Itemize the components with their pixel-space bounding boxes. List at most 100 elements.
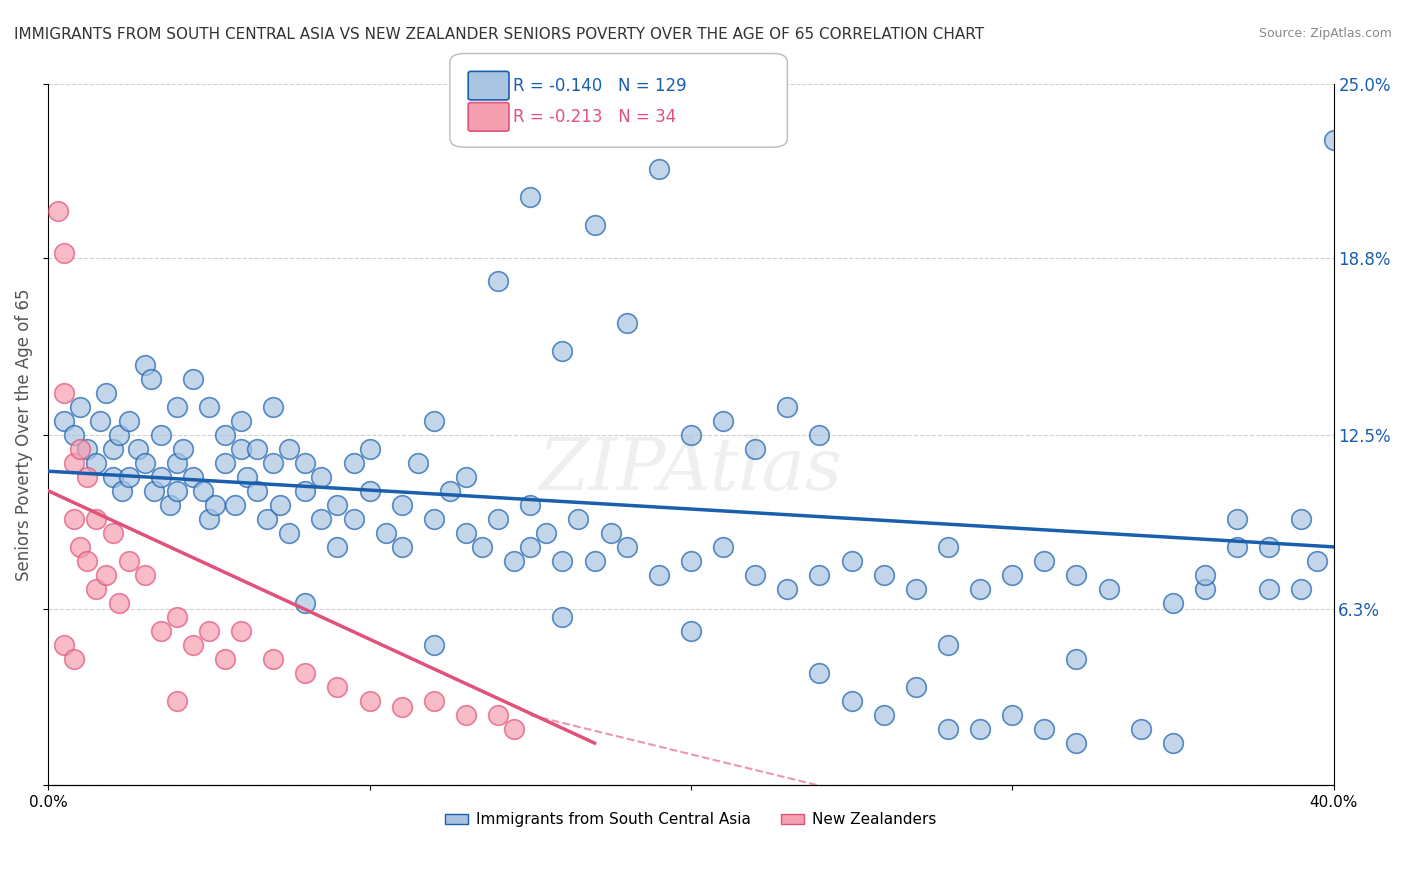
Immigrants from South Central Asia [236,470,259,484]
Immigrants from South Central Asia [1097,582,1119,596]
Immigrants from South Central Asia [616,540,638,554]
Immigrants from South Central Asia [229,414,252,428]
Immigrants from South Central Asia [1033,722,1056,736]
Immigrants from South Central Asia [246,483,269,498]
Immigrants from South Central Asia [1306,554,1329,568]
Immigrants from South Central Asia [278,442,301,456]
Immigrants from South Central Asia [551,343,574,358]
New Zealanders [229,624,252,638]
New Zealanders [69,540,91,554]
Immigrants from South Central Asia [648,161,671,176]
Immigrants from South Central Asia [278,525,301,540]
New Zealanders [423,694,446,708]
Immigrants from South Central Asia [359,483,381,498]
Immigrants from South Central Asia [1001,708,1024,723]
New Zealanders [86,582,108,596]
Immigrants from South Central Asia [1033,554,1056,568]
Immigrants from South Central Asia [63,427,86,442]
Immigrants from South Central Asia [1291,582,1313,596]
New Zealanders [486,708,509,723]
Immigrants from South Central Asia [1161,736,1184,750]
Immigrants from South Central Asia [108,427,131,442]
New Zealanders [326,680,349,694]
Immigrants from South Central Asia [86,456,108,470]
New Zealanders [166,610,188,624]
Immigrants from South Central Asia [406,456,429,470]
New Zealanders [294,665,316,680]
New Zealanders [76,470,98,484]
Immigrants from South Central Asia [101,442,124,456]
Text: R = -0.213   N = 34: R = -0.213 N = 34 [513,108,676,126]
Immigrants from South Central Asia [1161,596,1184,610]
Immigrants from South Central Asia [181,372,204,386]
Immigrants from South Central Asia [139,372,162,386]
Immigrants from South Central Asia [519,498,541,512]
Immigrants from South Central Asia [744,568,766,582]
Immigrants from South Central Asia [904,582,927,596]
New Zealanders [108,596,131,610]
Immigrants from South Central Asia [69,400,91,414]
New Zealanders [53,245,76,260]
Immigrants from South Central Asia [198,400,221,414]
Immigrants from South Central Asia [1066,652,1088,666]
Immigrants from South Central Asia [679,427,702,442]
Immigrants from South Central Asia [1226,540,1249,554]
Text: Source: ZipAtlas.com: Source: ZipAtlas.com [1258,27,1392,40]
Immigrants from South Central Asia [1194,568,1216,582]
Immigrants from South Central Asia [486,512,509,526]
New Zealanders [198,624,221,638]
Immigrants from South Central Asia [256,512,278,526]
Immigrants from South Central Asia [679,554,702,568]
Immigrants from South Central Asia [1258,582,1281,596]
New Zealanders [503,722,526,736]
Immigrants from South Central Asia [454,470,477,484]
Immigrants from South Central Asia [423,512,446,526]
New Zealanders [166,694,188,708]
New Zealanders [63,652,86,666]
Immigrants from South Central Asia [936,540,959,554]
Immigrants from South Central Asia [166,456,188,470]
Text: R = -0.140   N = 129: R = -0.140 N = 129 [513,77,686,95]
Immigrants from South Central Asia [599,525,621,540]
New Zealanders [149,624,172,638]
New Zealanders [454,708,477,723]
Immigrants from South Central Asia [936,722,959,736]
New Zealanders [262,652,284,666]
Immigrants from South Central Asia [536,525,558,540]
New Zealanders [134,568,156,582]
Immigrants from South Central Asia [127,442,149,456]
New Zealanders [214,652,236,666]
Immigrants from South Central Asia [246,442,269,456]
Immigrants from South Central Asia [166,483,188,498]
Immigrants from South Central Asia [262,400,284,414]
New Zealanders [53,385,76,400]
Immigrants from South Central Asia [969,722,991,736]
New Zealanders [76,554,98,568]
New Zealanders [101,525,124,540]
Immigrants from South Central Asia [134,456,156,470]
Immigrants from South Central Asia [711,414,734,428]
Immigrants from South Central Asia [391,498,413,512]
Immigrants from South Central Asia [873,708,896,723]
Immigrants from South Central Asia [143,483,166,498]
Immigrants from South Central Asia [808,665,831,680]
Y-axis label: Seniors Poverty Over the Age of 65: Seniors Poverty Over the Age of 65 [15,288,32,581]
Immigrants from South Central Asia [1226,512,1249,526]
Immigrants from South Central Asia [159,498,181,512]
Immigrants from South Central Asia [1194,582,1216,596]
Immigrants from South Central Asia [311,512,333,526]
Immigrants from South Central Asia [342,456,364,470]
Immigrants from South Central Asia [198,512,221,526]
Immigrants from South Central Asia [711,540,734,554]
Immigrants from South Central Asia [374,525,396,540]
New Zealanders [69,442,91,456]
Immigrants from South Central Asia [262,456,284,470]
Immigrants from South Central Asia [423,414,446,428]
Immigrants from South Central Asia [776,582,799,596]
Immigrants from South Central Asia [326,540,349,554]
Immigrants from South Central Asia [214,456,236,470]
Immigrants from South Central Asia [439,483,461,498]
New Zealanders [86,512,108,526]
Immigrants from South Central Asia [503,554,526,568]
Immigrants from South Central Asia [616,316,638,330]
